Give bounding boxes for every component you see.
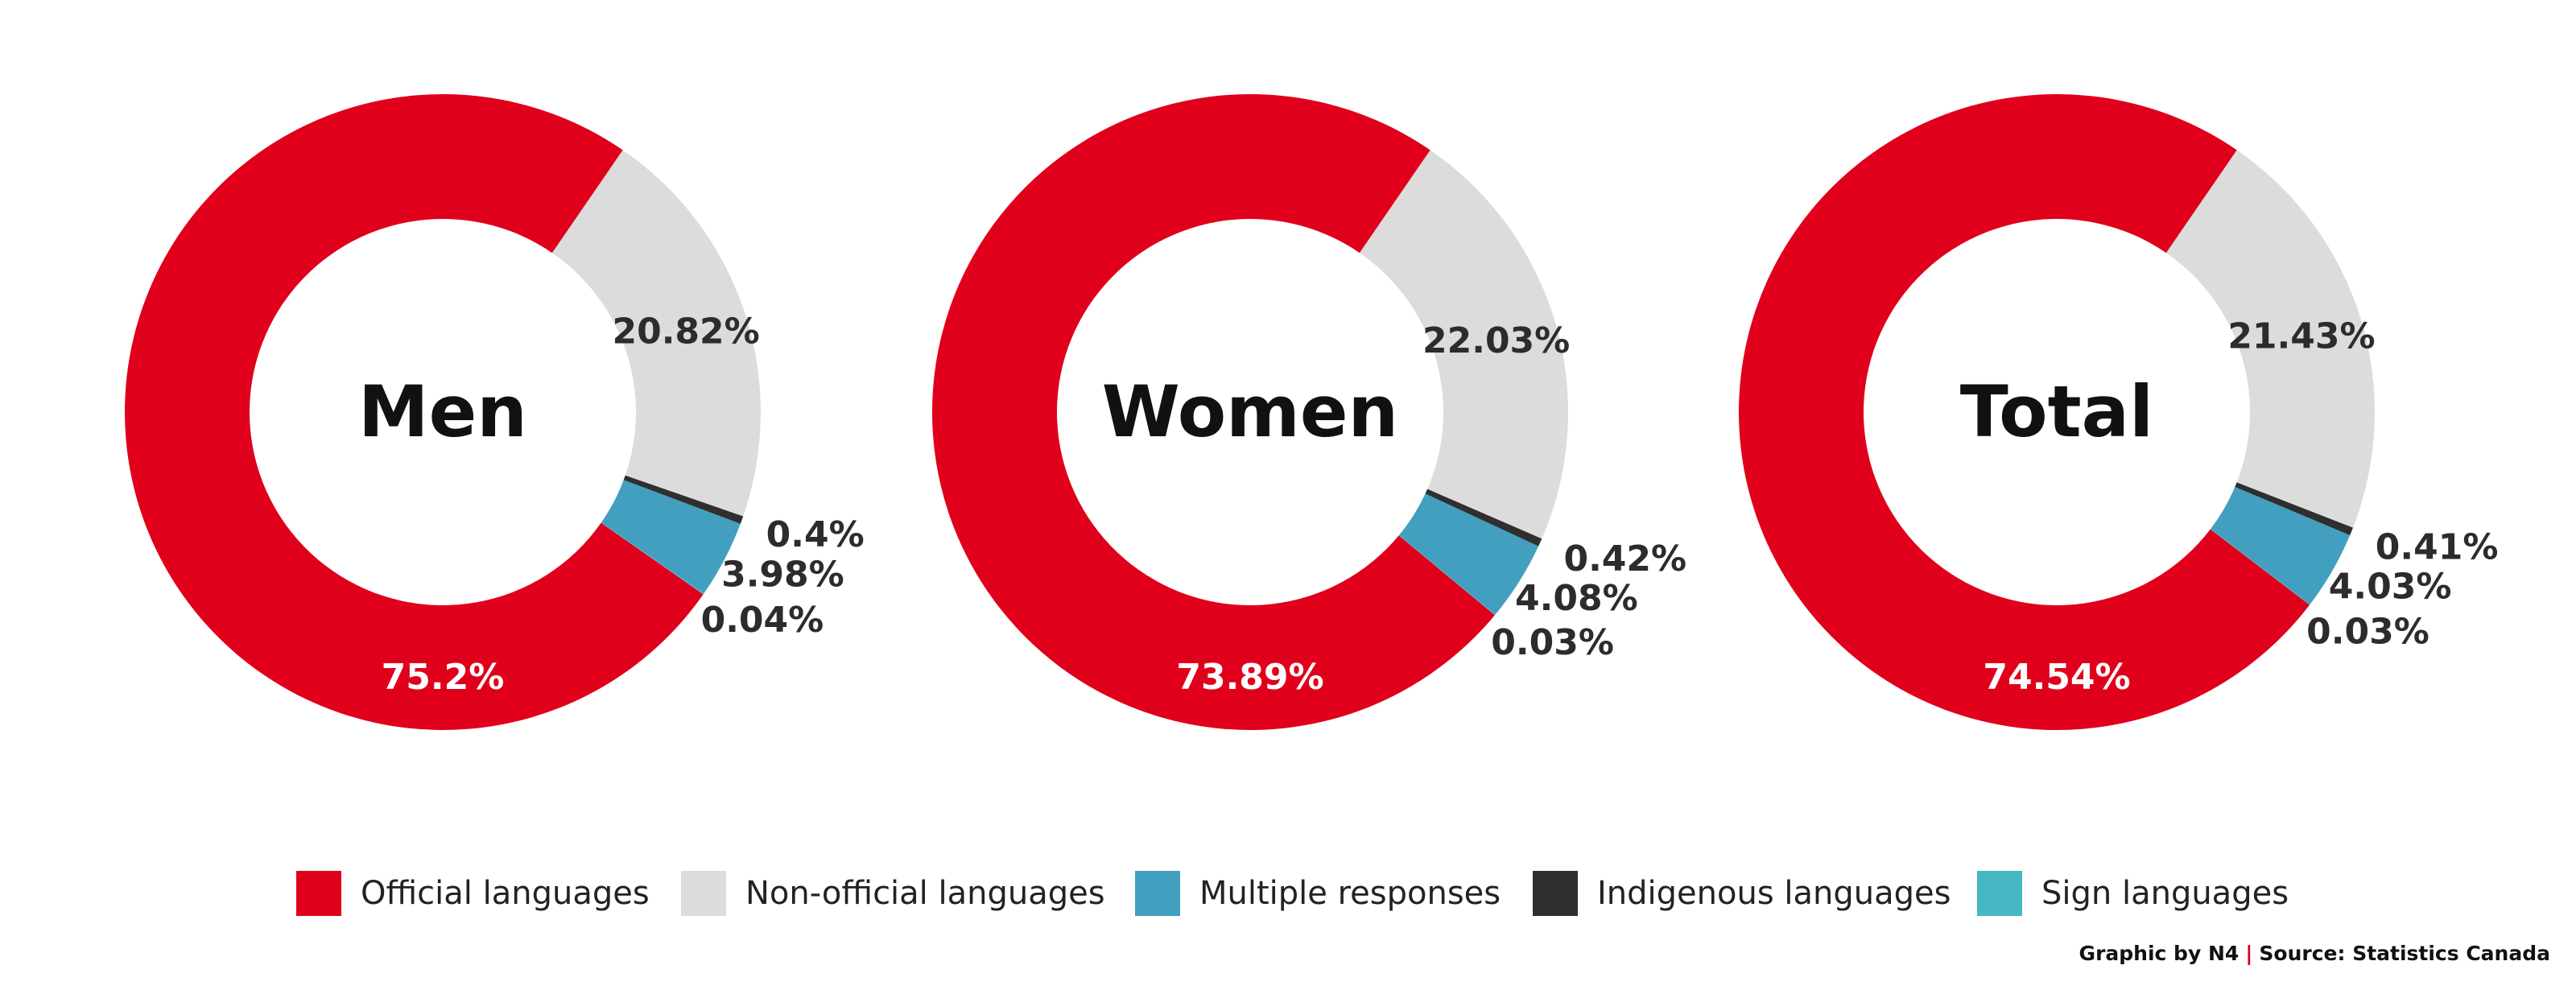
legend-item-indigenous: Indigenous languages [1533,869,1951,918]
slice-sign [1398,534,1496,616]
label-indigenous: 0.42% [1563,538,1686,580]
legend-swatch-official [296,871,341,916]
slice-non-official [2165,150,2375,528]
slice-indigenous [623,475,744,524]
label-multiple: 4.08% [1515,578,1638,619]
slice-multiple [1398,493,1539,615]
legend-item-sign: Sign languages [1977,869,2289,918]
legend-label-multiple: Multiple responses [1199,875,1501,912]
slice-sign [2210,529,2310,605]
slice-non-official [551,150,761,517]
credit-graphic: Graphic by N4 [2079,942,2240,965]
credit-separator: | [2245,942,2253,965]
credit-source: Source: Statistics Canada [2259,942,2550,965]
legend: Official languages Non-official language… [0,869,2576,926]
slice-non-official [1359,150,1568,539]
label-multiple: 3.98% [721,554,844,595]
label-official: 75.2% [382,657,505,698]
legend-swatch-indigenous [1533,871,1578,916]
label-non-official: 20.82% [612,311,759,353]
label-official: 74.54% [1983,657,2130,698]
credit-line: Graphic by N4 | Source: Statistics Canada [2079,942,2550,965]
label-official: 73.89% [1176,657,1323,698]
legend-item-multiple: Multiple responses [1135,869,1501,918]
slice-official [1739,93,2310,731]
label-indigenous: 0.4% [766,514,865,555]
legend-label-sign: Sign languages [2041,875,2289,912]
label-sign: 0.04% [701,600,824,641]
donut-title: Total [1960,370,2153,453]
slice-multiple [601,480,741,594]
label-sign: 0.03% [2306,611,2429,652]
slice-indigenous [1425,489,1542,547]
legend-label-indigenous: Indigenous languages [1597,875,1951,912]
legend-swatch-sign [1977,871,2022,916]
legend-swatch-non-official [681,871,726,916]
legend-label-non-official: Non-official languages [745,875,1105,912]
label-indigenous: 0.41% [2376,526,2499,567]
legend-item-non-official: Non-official languages [681,869,1105,918]
label-multiple: 4.03% [2329,567,2452,608]
label-non-official: 22.03% [1422,320,1570,361]
slice-official [931,94,1495,731]
legend-swatch-multiple [1135,871,1180,916]
slice-indigenous [2235,482,2353,535]
legend-item-official: Official languages [296,869,650,918]
donut-men: Men 75.2% 0.04% 3.98%0.4% 20.82% [124,94,865,731]
label-sign: 0.03% [1491,622,1614,663]
donut-women: Women 73.89% 0.03%4.08%0.42% 22.03% [931,94,1686,731]
donut-title: Women [1102,370,1398,453]
donut-total: Total 74.54% 0.03%4.03%0.41% 21.43% [1739,93,2499,731]
donut-charts: Men 75.2% 0.04% 3.98%0.4% 20.82% Women 73.89% 0… [124,93,2499,731]
donut-title: Men [358,370,527,453]
slice-official [124,94,704,731]
slice-sign [601,522,704,595]
slice-multiple [2211,486,2351,604]
legend-label-official: Official languages [361,875,650,912]
label-non-official: 21.43% [2227,316,2375,357]
